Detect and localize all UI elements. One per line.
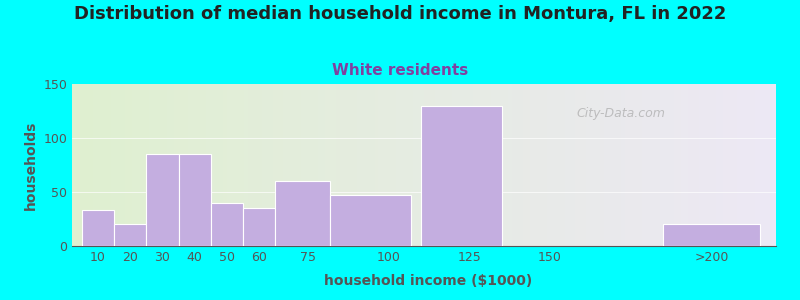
Bar xyxy=(663,224,760,246)
Bar xyxy=(243,208,275,246)
Bar xyxy=(178,154,211,246)
Text: White residents: White residents xyxy=(332,63,468,78)
Y-axis label: households: households xyxy=(24,120,38,210)
Bar xyxy=(421,106,502,246)
Bar xyxy=(82,210,114,246)
Text: City-Data.com: City-Data.com xyxy=(577,107,666,120)
Bar xyxy=(330,195,411,246)
Text: Distribution of median household income in Montura, FL in 2022: Distribution of median household income … xyxy=(74,4,726,22)
Text: household income ($1000): household income ($1000) xyxy=(324,274,532,288)
Bar xyxy=(211,203,243,246)
Bar xyxy=(146,154,178,246)
Bar xyxy=(275,181,330,246)
Bar xyxy=(114,224,146,246)
